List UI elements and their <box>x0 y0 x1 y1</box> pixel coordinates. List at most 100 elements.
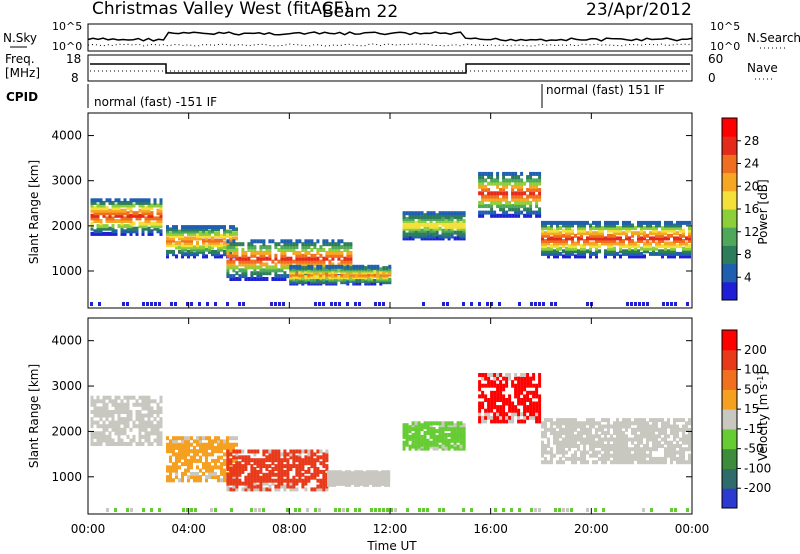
power-cell <box>229 225 232 230</box>
velocity-cell <box>447 433 451 437</box>
power-cell <box>604 226 607 231</box>
velocity-cell <box>429 440 433 445</box>
velocity-cell <box>307 469 311 474</box>
velocity-cell <box>244 481 248 486</box>
velocity-cell <box>535 419 539 424</box>
power-cell <box>673 239 676 243</box>
power-cell <box>508 200 512 205</box>
power-cell <box>622 244 625 249</box>
velocity-cell <box>316 472 320 477</box>
power-cell <box>604 220 607 225</box>
nsearch-trace <box>87 43 693 47</box>
velocity-cell <box>156 438 160 443</box>
velocity-cell <box>535 401 539 406</box>
velocity-ground-scatter <box>510 508 513 512</box>
power-cell <box>129 198 133 203</box>
power-cell <box>423 213 427 218</box>
power-cell <box>664 220 667 225</box>
velocity-cell <box>631 456 634 461</box>
velocity-cell <box>447 438 451 443</box>
velocity-cell <box>232 478 236 483</box>
velocity-cell <box>631 453 634 458</box>
velocity-cell <box>517 380 521 385</box>
power-cell <box>138 208 142 213</box>
velocity-cell <box>325 452 329 457</box>
power-cell <box>610 241 613 246</box>
velocity-cell <box>153 427 157 432</box>
velocity-cell <box>577 431 580 435</box>
velocity-cell <box>313 472 317 477</box>
velocity-cell <box>144 431 148 436</box>
power-cell <box>481 191 485 196</box>
velocity-cell <box>568 447 571 452</box>
power-cell <box>502 197 506 202</box>
power-cell <box>658 244 661 249</box>
velocity-cell <box>619 427 622 432</box>
velocity-cell <box>673 421 676 426</box>
velocity-cell <box>138 395 142 400</box>
power-cell <box>184 240 187 245</box>
velocity-cell <box>535 408 539 413</box>
velocity-cell <box>610 453 613 458</box>
velocity-cell <box>93 402 97 407</box>
velocity-cell <box>640 427 643 432</box>
power-cell <box>589 228 592 233</box>
power-cell <box>478 175 482 180</box>
power-cell <box>556 236 559 241</box>
power-cell <box>181 231 184 236</box>
velocity-cell <box>214 445 217 450</box>
velocity-cell <box>508 373 512 377</box>
velocity-cell <box>589 434 592 439</box>
velocity-cell <box>99 442 103 446</box>
power-cell <box>211 229 214 234</box>
velocity-cell <box>292 487 296 492</box>
power-cell <box>529 194 533 199</box>
power-ground-scatter <box>462 302 465 306</box>
velocity-cell <box>517 401 521 406</box>
velocity-cell <box>153 417 157 422</box>
power-cell <box>664 226 667 231</box>
power-cell <box>211 238 214 243</box>
velocity-cell <box>262 461 266 466</box>
power-cell <box>601 236 604 241</box>
velocity-ground-scatter <box>406 508 409 512</box>
power-cell <box>304 269 308 274</box>
velocity-cell <box>202 449 205 454</box>
velocity-cell <box>664 434 667 439</box>
power-cell <box>559 251 562 256</box>
velocity-cell <box>508 376 512 381</box>
power-cell <box>538 178 542 183</box>
power-cell <box>256 277 260 281</box>
power-cell <box>199 236 202 241</box>
velocity-cell <box>253 467 257 471</box>
power-cell <box>517 194 521 199</box>
velocity-cell <box>496 412 500 417</box>
power-cell <box>129 221 133 226</box>
power-cell <box>178 249 181 254</box>
velocity-cell <box>670 450 673 455</box>
velocity-cell <box>232 458 235 463</box>
power-cell <box>688 220 691 225</box>
power-cell <box>367 276 371 281</box>
velocity-cell <box>526 398 530 402</box>
power-cell <box>117 211 121 216</box>
power-cell <box>586 241 589 246</box>
velocity-cell <box>277 484 281 489</box>
velocity-cell <box>256 472 260 477</box>
velocity-cell <box>283 458 287 463</box>
velocity-cell <box>105 395 109 400</box>
power-cell <box>649 251 652 256</box>
velocity-cell <box>235 481 239 486</box>
power-cell <box>199 234 202 239</box>
power-cell <box>553 220 556 225</box>
velocity-cell <box>574 444 577 448</box>
power-cell <box>649 223 652 228</box>
power-cell <box>334 248 338 252</box>
power-cell <box>453 230 457 235</box>
velocity-ground-scatter <box>674 508 677 512</box>
power-cell <box>105 198 109 203</box>
power-cell <box>283 248 287 252</box>
velocity-cell <box>295 464 299 469</box>
velocity-cell <box>589 424 592 429</box>
velocity-cell <box>181 449 184 454</box>
